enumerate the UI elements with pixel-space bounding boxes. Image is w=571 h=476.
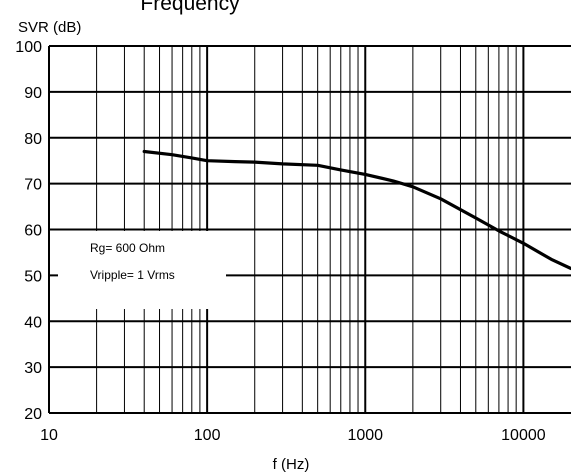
x-tick-label: 10 [40,427,58,444]
y-tick-label: 50 [24,268,42,285]
y-tick-label: 60 [24,223,42,240]
annotations: Rg= 600 Ohm Vripple= 1 Vrms [58,231,226,309]
series-layer [142,149,571,271]
y-tick-label: 20 [24,406,42,423]
annotation-box [58,231,226,309]
y-tick-label: 40 [24,314,42,331]
x-tick-label: 10000 [501,427,546,444]
x-tick-label: 100 [194,427,221,444]
tick-labels: 20 30 40 50 60 70 80 90 100 10 100 1000 10000 [15,39,545,444]
y-tick-label: 80 [24,131,42,148]
grid [48,45,571,414]
x-tick-label: 1000 [347,427,383,444]
chart-title: Frequency [140,0,240,15]
y-tick-label: 90 [24,85,42,102]
series-line [142,149,571,271]
y-tick-label: 70 [24,177,42,194]
annotation-text: Vripple= 1 Vrms [90,268,175,282]
x-axis-label: f (Hz) [273,456,310,473]
y-tick-label: 100 [15,39,42,56]
annotation-text: Rg= 600 Ohm [90,241,165,255]
y-tick-label: 30 [24,360,42,377]
y-axis-label: SVR (dB) [18,19,81,36]
